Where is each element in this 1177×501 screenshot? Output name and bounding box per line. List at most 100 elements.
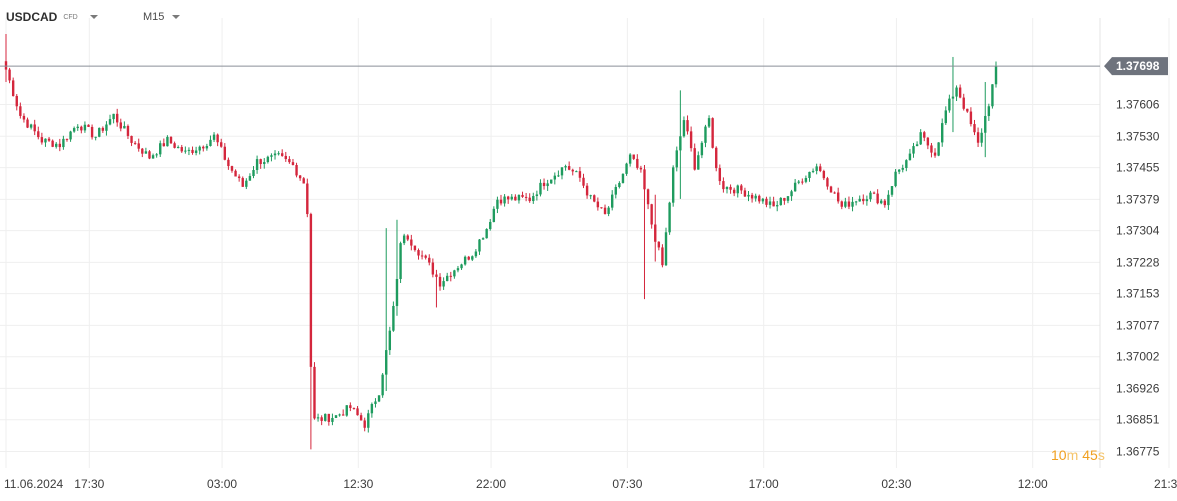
candle-body bbox=[327, 413, 331, 422]
candle-body bbox=[356, 408, 359, 416]
candle-up bbox=[532, 192, 535, 204]
candle-body bbox=[76, 126, 79, 129]
candle-body bbox=[216, 134, 219, 143]
candle-down bbox=[833, 191, 836, 194]
candle-down bbox=[169, 136, 173, 144]
candle-body bbox=[90, 126, 94, 138]
candle-up bbox=[263, 158, 266, 169]
candle-down bbox=[341, 409, 345, 416]
candle-body bbox=[341, 414, 345, 416]
price-axis[interactable]: 1.37606 1.37530 1.37455 1.37379 1.37304 1.372… bbox=[1116, 98, 1160, 459]
candle-body bbox=[352, 408, 356, 410]
candle-body bbox=[765, 198, 768, 205]
price-tick-label: 1.37530 bbox=[1116, 129, 1160, 143]
candle-down bbox=[976, 127, 980, 147]
candle-up bbox=[679, 90, 682, 199]
candle-body bbox=[797, 181, 800, 183]
candle-down bbox=[765, 196, 768, 208]
candle-body bbox=[266, 156, 270, 163]
candle-down bbox=[417, 248, 420, 260]
candle-body bbox=[273, 153, 277, 156]
candle-down bbox=[8, 67, 11, 84]
candle-body bbox=[119, 122, 122, 129]
candle-body bbox=[144, 151, 148, 154]
candle-down bbox=[313, 362, 316, 420]
candle-up bbox=[377, 395, 381, 403]
candle-body bbox=[359, 415, 363, 421]
price-tick-label: 1.37002 bbox=[1116, 350, 1160, 364]
candle-body bbox=[711, 118, 714, 148]
candle-body bbox=[349, 405, 352, 409]
candle-up bbox=[912, 142, 915, 158]
candle-body bbox=[801, 181, 804, 183]
timeframe-selector[interactable]: M15 bbox=[143, 11, 181, 23]
candle-body bbox=[847, 201, 851, 207]
candle-body bbox=[754, 195, 757, 199]
candle-body bbox=[958, 87, 962, 98]
candle-down bbox=[772, 196, 775, 207]
candle-down bbox=[650, 203, 653, 229]
candle-down bbox=[191, 146, 194, 155]
candle-up bbox=[944, 106, 947, 126]
candle-body bbox=[618, 182, 621, 188]
candle-body bbox=[173, 143, 176, 148]
candle-down bbox=[732, 187, 736, 197]
candle-body bbox=[639, 167, 643, 170]
candle-up bbox=[44, 138, 47, 147]
candle-body bbox=[553, 175, 557, 180]
candle-body bbox=[169, 136, 173, 144]
candle-up bbox=[553, 172, 557, 185]
candle-body bbox=[732, 189, 736, 194]
candle-up bbox=[492, 206, 496, 223]
candle-body bbox=[693, 148, 696, 170]
candle-down bbox=[302, 177, 305, 184]
candle-down bbox=[237, 174, 241, 182]
candle-up bbox=[62, 135, 65, 150]
candle-body bbox=[862, 198, 865, 202]
candle-body bbox=[955, 87, 958, 97]
candle-body bbox=[270, 155, 273, 157]
candle-body bbox=[148, 151, 151, 159]
candle-down bbox=[836, 187, 840, 204]
candle-body bbox=[133, 142, 137, 144]
candle-down bbox=[420, 250, 424, 260]
candle-body bbox=[926, 137, 930, 146]
candle-up bbox=[277, 151, 280, 156]
candle-body bbox=[446, 275, 449, 282]
time-axis[interactable]: 11.06.2024 17:30 03:00 12:30 22:00 07:30 17:00… bbox=[4, 477, 1177, 491]
candle-body bbox=[822, 170, 826, 179]
candle-down bbox=[514, 194, 517, 201]
candle-down bbox=[567, 161, 571, 171]
candle-down bbox=[740, 184, 743, 194]
candle-body bbox=[564, 166, 567, 168]
candle-up bbox=[510, 194, 513, 201]
candle-down bbox=[320, 415, 323, 426]
candle-down bbox=[840, 200, 843, 210]
candle-down bbox=[40, 132, 44, 145]
time-tick-label: 21:30 bbox=[1154, 477, 1177, 491]
candle-down bbox=[327, 413, 331, 426]
candle-up bbox=[402, 233, 406, 246]
price-tick-label: 1.37153 bbox=[1116, 287, 1160, 301]
symbol-selector[interactable]: USDCAD CFD bbox=[6, 10, 98, 24]
candle-up bbox=[880, 198, 883, 205]
candle-up bbox=[255, 155, 259, 174]
candle-body bbox=[593, 195, 596, 202]
candle-up bbox=[905, 159, 908, 172]
candle-body bbox=[47, 138, 51, 141]
candle-down bbox=[356, 406, 359, 416]
candle-body bbox=[377, 395, 381, 402]
candle-body bbox=[668, 202, 671, 233]
candle-body bbox=[324, 413, 327, 421]
candle-up bbox=[618, 181, 621, 189]
candle-body bbox=[26, 119, 29, 128]
candle-up bbox=[890, 186, 894, 197]
candle-up bbox=[489, 219, 492, 231]
candle-up bbox=[776, 200, 779, 212]
candle-body bbox=[535, 194, 539, 197]
candle-body bbox=[62, 138, 65, 148]
price-tick-label: 1.37379 bbox=[1116, 192, 1160, 206]
candle-up bbox=[546, 179, 549, 191]
time-tick-label: 02:30 bbox=[881, 477, 911, 491]
